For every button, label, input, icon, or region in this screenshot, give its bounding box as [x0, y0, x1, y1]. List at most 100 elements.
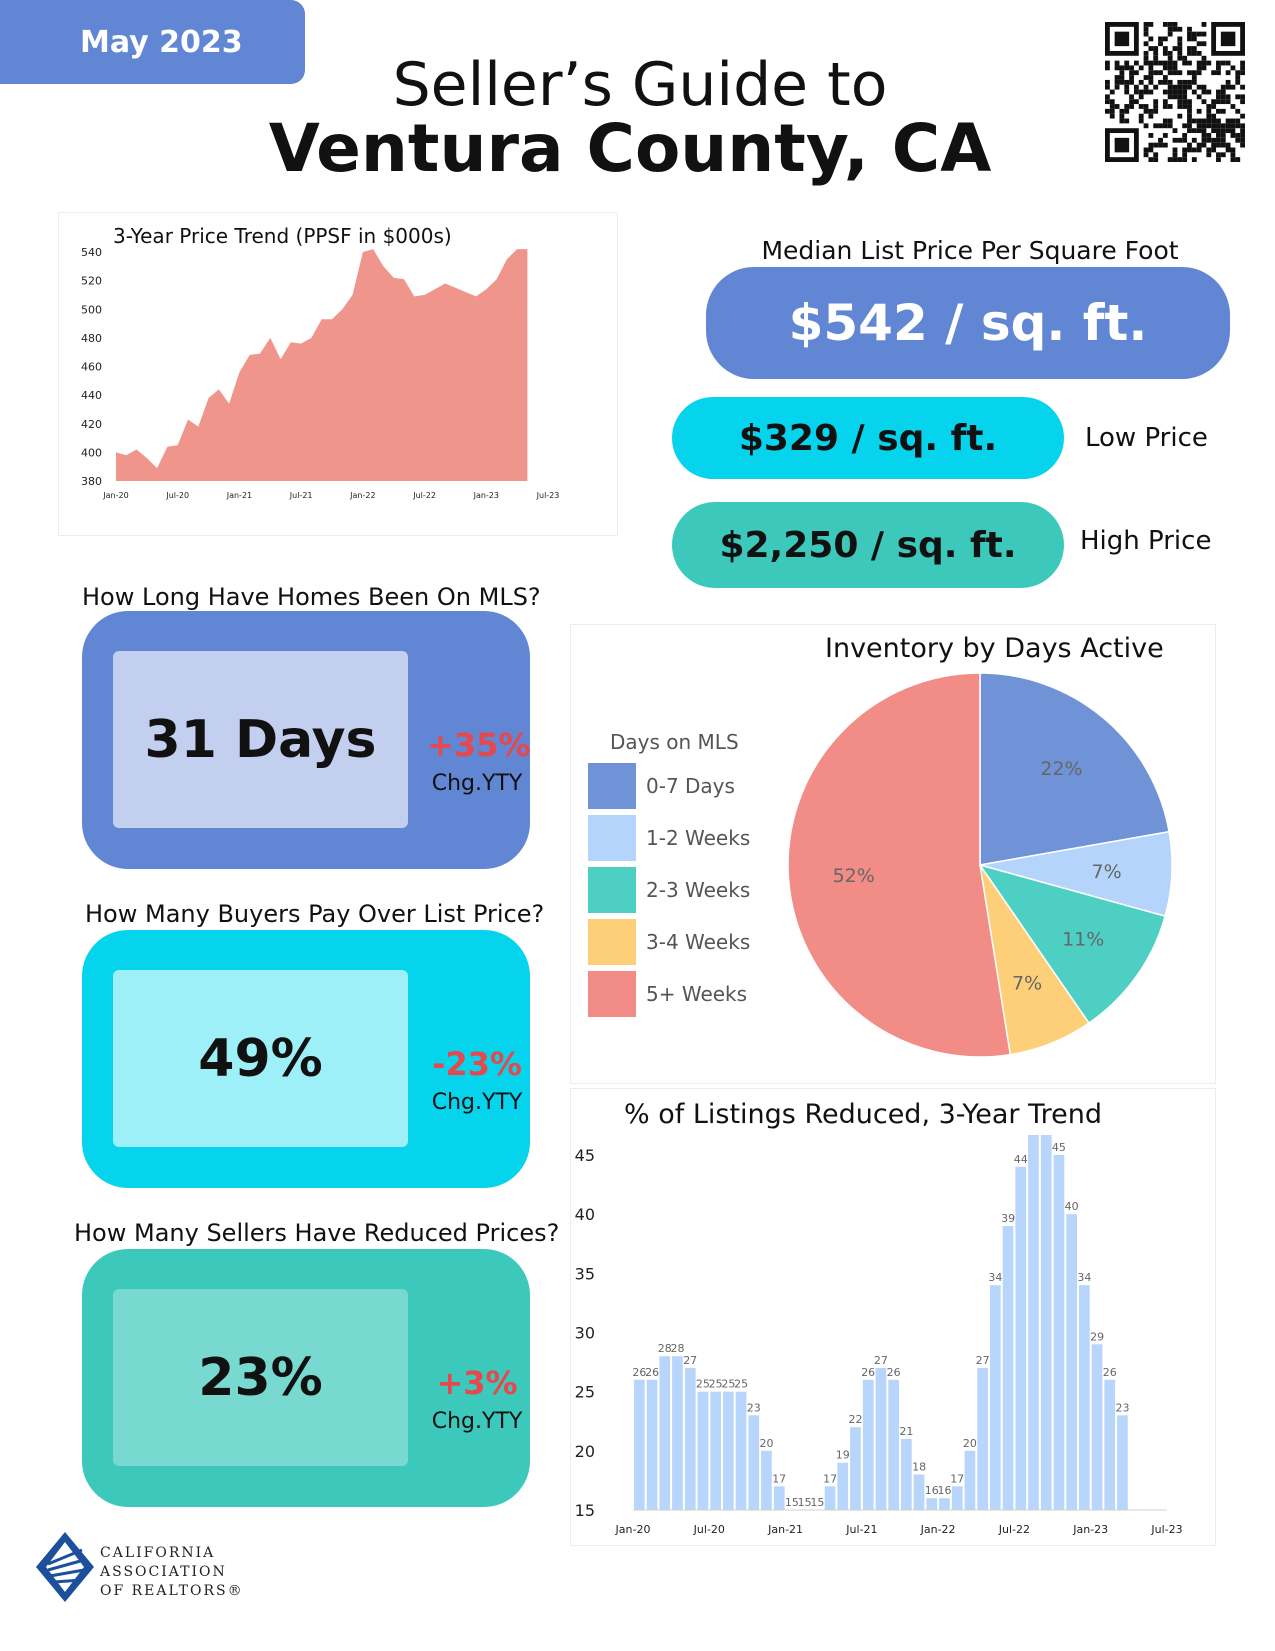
- reduced-bar: [824, 1486, 836, 1510]
- legend-label: 5+ Weeks: [646, 982, 748, 1006]
- reduced-bar-label: 15: [798, 1496, 812, 1509]
- pie-slice-label: 52%: [833, 865, 875, 887]
- reduced-bar: [913, 1474, 925, 1510]
- legend-label: 2-3 Weeks: [646, 878, 751, 902]
- reduced-bar-label: 25: [734, 1378, 748, 1391]
- reduced-bar: [964, 1450, 976, 1510]
- reduced-x-tick: Jan-23: [1072, 1523, 1108, 1535]
- reduced-bar: [1104, 1379, 1116, 1510]
- reduced-bar-label: 27: [976, 1354, 990, 1367]
- pie-slice-5: [787, 672, 1012, 1058]
- car-line1: CALIFORNIA: [100, 1545, 216, 1561]
- over-list-box: 49% -23% Chg.YTY: [82, 930, 530, 1188]
- reduced-bar: [1040, 1135, 1052, 1510]
- price-trend-x-tick: Jan-21: [226, 491, 252, 500]
- reduced-bar: [875, 1368, 887, 1510]
- median-price-value: $542 / sq. ft.: [788, 294, 1148, 352]
- reduced-bar: [646, 1379, 658, 1510]
- reduced-bar-label: 26: [1103, 1366, 1117, 1379]
- reduced-x-tick: Jul-23: [1150, 1523, 1182, 1535]
- reduced-bar-label: 19: [836, 1449, 850, 1462]
- median-price-label: Median List Price Per Square Foot: [761, 236, 1179, 265]
- reduced-bar-label: 34: [988, 1271, 1002, 1284]
- reduced-bar: [697, 1391, 709, 1510]
- reduced-bar-label: 20: [963, 1437, 977, 1450]
- car-logo-text: CALIFORNIA ASSOCIATION OF REALTORS®: [100, 1544, 244, 1601]
- reduced-bar-label: 40: [1065, 1200, 1079, 1213]
- price-trend-x-tick: Jul-21: [289, 491, 313, 500]
- reduced-trend-bar-chart: 1520253035404526262828272525252523201715…: [575, 1135, 1183, 1535]
- reduced-bar-label: 16: [925, 1484, 939, 1497]
- reduced-bar-label: 22: [849, 1413, 863, 1426]
- legend-item: 1-2 Weeks: [588, 812, 750, 864]
- legend-swatch: [588, 919, 636, 965]
- reduced-bar: [850, 1427, 861, 1510]
- car-line3: OF REALTORS®: [100, 1583, 244, 1599]
- price-trend-x-tick: Jan-20: [102, 491, 128, 500]
- car-logo-icon: [36, 1532, 94, 1602]
- pie-slice-label: 7%: [1012, 973, 1042, 995]
- reduced-bar: [977, 1368, 988, 1510]
- reduced-bar: [1117, 1415, 1128, 1510]
- reduced-bar: [748, 1415, 760, 1510]
- price-trend-y-tick: 520: [81, 275, 102, 288]
- price-trend-x-tick: Jul-20: [165, 491, 189, 500]
- qr-code-icon: [1105, 22, 1245, 162]
- reduced-bar: [951, 1486, 963, 1510]
- price-trend-title: 3-Year Price Trend (PPSF in $000s): [113, 224, 452, 248]
- legend-swatch: [588, 815, 636, 861]
- reduced-x-tick: Jan-22: [920, 1523, 956, 1535]
- reduced-bar-label: 28: [658, 1342, 672, 1355]
- pie-slice-1: [979, 672, 1170, 866]
- reduced-bar-label: 26: [887, 1366, 901, 1379]
- reduced-box: 23% +3% Chg.YTY: [82, 1249, 530, 1507]
- reduced-value: 23%: [113, 1289, 408, 1466]
- over-list-value: 49%: [113, 970, 408, 1147]
- pie-slice-label: 7%: [1092, 861, 1122, 883]
- reduced-bar-label: 25: [709, 1378, 723, 1391]
- low-price-value: $329 / sq. ft.: [738, 417, 998, 459]
- reduced-bar-label: 29: [1090, 1330, 1104, 1343]
- reduced-bar: [926, 1498, 938, 1510]
- reduced-bar: [1002, 1226, 1014, 1510]
- pie-slice-label: 22%: [1040, 758, 1082, 780]
- reduced-x-tick: Jul-20: [693, 1523, 725, 1535]
- reduced-bar-label: 23: [747, 1401, 761, 1414]
- reduced-bar: [659, 1356, 671, 1510]
- reduced-question: How Many Sellers Have Reduced Prices?: [74, 1219, 560, 1247]
- price-trend-x-tick: Jan-22: [349, 491, 375, 500]
- legend-label: 3-4 Weeks: [646, 930, 751, 954]
- reduced-bar-label: 15: [785, 1496, 799, 1509]
- reduced-bar: [634, 1379, 645, 1510]
- price-trend-y-tick: 500: [81, 303, 102, 316]
- legend-label: 1-2 Weeks: [646, 826, 751, 850]
- page-title-line2: Ventura County, CA: [268, 110, 992, 187]
- over-list-question: How Many Buyers Pay Over List Price?: [85, 900, 545, 928]
- reduced-change: +3%: [436, 1364, 518, 1402]
- reduced-bar-label: 26: [632, 1366, 646, 1379]
- legend-swatch: [588, 763, 636, 809]
- inventory-legend: Days on MLS 0-7 Days 1-2 Weeks 2-3 Weeks 3-…: [588, 730, 750, 1020]
- reduced-trend-title: % of Listings Reduced, 3-Year Trend: [624, 1099, 1102, 1130]
- month-label: May 2023: [80, 24, 243, 60]
- reduced-bar-label: 18: [912, 1461, 926, 1474]
- reduced-bar-label: 17: [823, 1472, 837, 1485]
- over-list-change: -23%: [432, 1045, 522, 1083]
- reduced-bar-label: 25: [696, 1378, 710, 1391]
- reduced-y-tick: 30: [575, 1324, 595, 1343]
- reduced-bar: [888, 1379, 899, 1510]
- days-on-mls-value: 31 Days: [113, 651, 408, 828]
- reduced-bar: [773, 1486, 785, 1510]
- price-trend-y-tick: 400: [81, 446, 102, 459]
- reduced-y-tick: 40: [575, 1205, 595, 1224]
- price-trend-x-tick: Jul-23: [536, 491, 560, 500]
- price-trend-y-tick: 460: [81, 361, 102, 374]
- reduced-bar: [672, 1356, 683, 1510]
- reduced-bar: [862, 1379, 874, 1510]
- reduced-y-tick: 15: [575, 1501, 595, 1520]
- reduced-bar: [723, 1391, 734, 1510]
- over-list-change-label: Chg.YTY: [431, 1090, 523, 1115]
- reduced-bar: [684, 1368, 696, 1510]
- days-on-mls-change-label: Chg.YTY: [431, 771, 523, 796]
- legend-title: Days on MLS: [610, 730, 739, 754]
